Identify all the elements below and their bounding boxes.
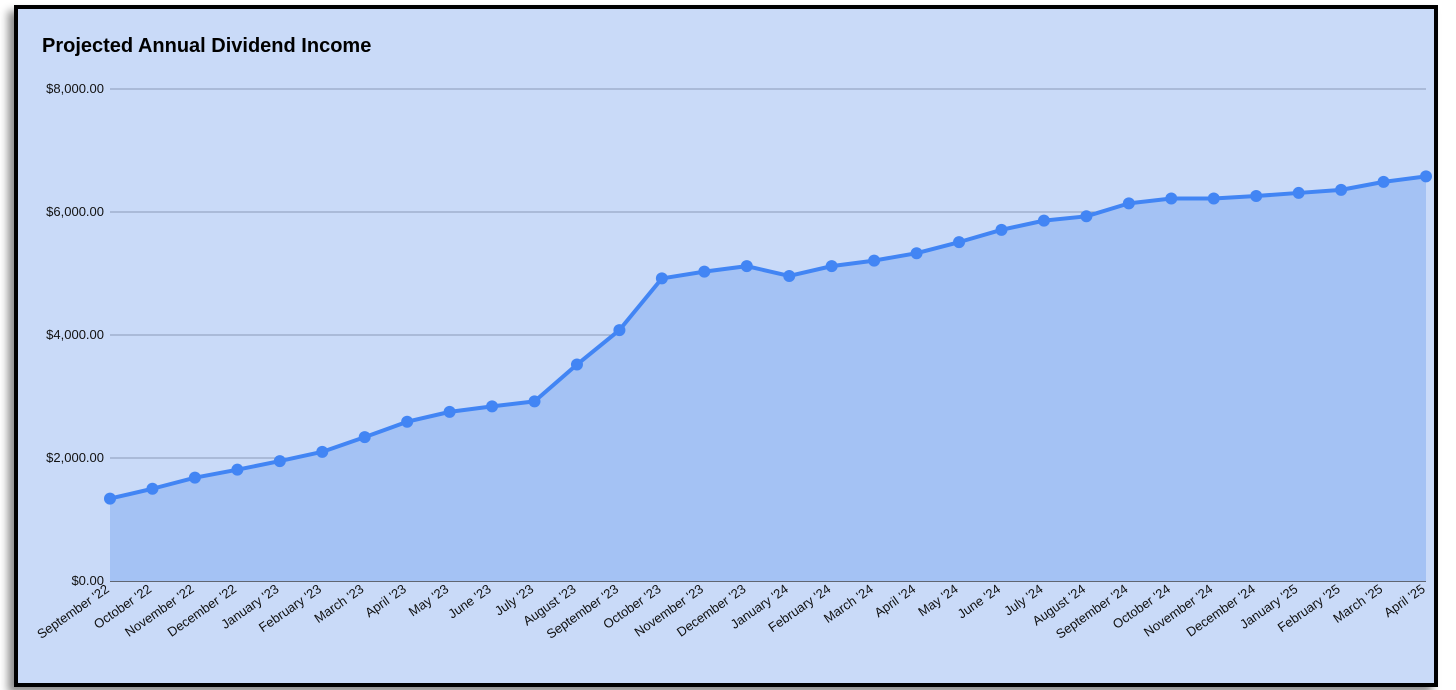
data-points (104, 170, 1432, 505)
x-tick-label: June '23 (445, 581, 494, 621)
x-tick-label: September '24 (1053, 581, 1131, 642)
data-point (401, 415, 414, 428)
dividend-income-chart: $0.00 $2,000.00 $4,000.00 $6,000.00 $8,000.0… (34, 81, 1432, 642)
data-point (1037, 214, 1050, 227)
data-point (358, 431, 371, 444)
y-axis-ticks: $0.00 $2,000.00 $4,000.00 $6,000.00 $8,000.0… (46, 81, 104, 588)
data-point (273, 455, 286, 468)
data-point (995, 223, 1008, 236)
y-tick-label: $2,000.00 (46, 450, 104, 465)
area-fill (110, 176, 1426, 581)
data-point (1420, 170, 1432, 183)
x-tick-label: May '23 (406, 581, 452, 619)
data-point (910, 247, 923, 260)
data-point (740, 260, 753, 273)
x-tick-label: April '23 (362, 581, 409, 620)
data-point (104, 492, 116, 505)
data-point (1080, 210, 1093, 223)
data-point (1292, 186, 1305, 199)
data-point (443, 405, 456, 418)
data-point (146, 482, 159, 495)
data-point (1377, 175, 1390, 188)
data-point (783, 269, 796, 282)
series-line-layer (109, 174, 1427, 501)
data-point (570, 358, 583, 371)
data-point (825, 260, 838, 273)
data-point (316, 445, 329, 458)
chart-title: Projected Annual Dividend Income (42, 35, 372, 57)
chart-frame: Projected Annual Dividend Income $0.00 $2… (14, 5, 1438, 687)
data-point (868, 254, 881, 267)
data-point (613, 324, 626, 337)
x-tick-label: September '22 (34, 581, 112, 642)
series-line (109, 174, 1427, 501)
data-point (1165, 192, 1178, 205)
data-point (1207, 192, 1220, 205)
data-point (486, 400, 499, 413)
x-tick-label: April '25 (1381, 581, 1428, 620)
x-tick-label: September '23 (544, 581, 622, 642)
data-point (1122, 197, 1135, 210)
data-point (528, 395, 541, 408)
y-tick-label: $8,000.00 (46, 81, 104, 96)
y-tick-label: $6,000.00 (46, 204, 104, 219)
area-fill-layer (110, 176, 1426, 581)
data-point (953, 236, 966, 249)
x-tick-label: May '24 (915, 581, 961, 619)
data-point (188, 471, 201, 484)
x-tick-label: April '24 (872, 581, 919, 620)
data-point (698, 265, 711, 278)
y-tick-label: $4,000.00 (46, 327, 104, 342)
data-point (1335, 183, 1348, 196)
data-point (231, 463, 244, 476)
x-tick-label: June '24 (955, 581, 1004, 621)
data-point (655, 272, 668, 285)
data-point (1250, 190, 1263, 203)
y-tick-label: $0.00 (71, 573, 104, 588)
